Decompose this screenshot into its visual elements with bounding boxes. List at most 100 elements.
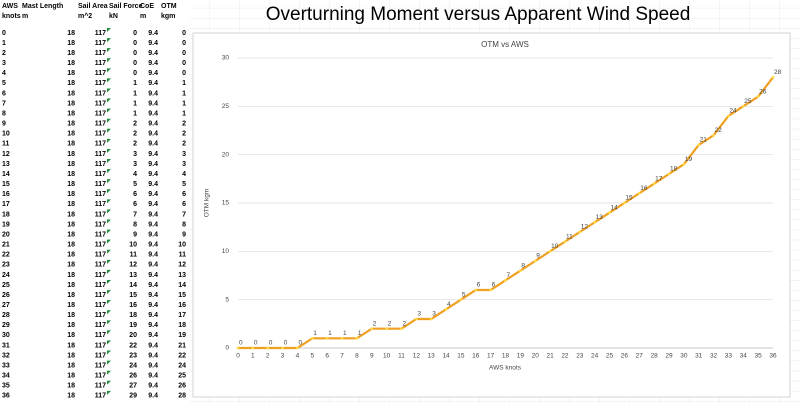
data-point: [637, 191, 641, 195]
data-label: 16: [640, 185, 648, 192]
table-cell: 9.4: [148, 151, 158, 158]
error-flag: [107, 28, 111, 32]
table-cell: 117: [95, 282, 106, 289]
data-point: [533, 259, 537, 263]
x-tick-label: 6: [325, 353, 329, 360]
table-cell: 117: [95, 252, 106, 259]
table-cell: 9.4: [148, 70, 158, 77]
table-cell: 24: [2, 272, 10, 279]
table-cell: 27: [129, 383, 137, 390]
table-cell: 117: [95, 161, 106, 168]
error-flag: [107, 269, 111, 274]
table-cell: 117: [95, 110, 106, 117]
table-cell: 12: [129, 262, 137, 269]
table-cell: 2: [133, 131, 137, 138]
table-cell: 13: [129, 272, 137, 279]
table-cell: 31: [2, 342, 10, 349]
table-bg: [0, 0, 190, 404]
error-flag: [107, 320, 111, 325]
table-cell: 14: [2, 171, 10, 178]
data-label: 8: [521, 262, 525, 269]
table-cell: 9.4: [148, 242, 158, 249]
table-cell: 9.4: [148, 262, 158, 269]
chart-title: OTM vs AWS: [481, 40, 529, 49]
error-flag: [107, 179, 111, 184]
data-point: [236, 346, 240, 350]
table-cell: 15: [129, 292, 137, 299]
data-label: 26: [759, 88, 767, 95]
data-point: [548, 249, 552, 253]
table-cell: 12: [178, 262, 186, 269]
data-point: [414, 317, 418, 321]
table-cell: 0: [133, 70, 137, 77]
table-cell: 0: [182, 60, 186, 67]
x-tick-label: 11: [398, 353, 405, 360]
table-cell: 2: [133, 121, 137, 128]
table-cell: 9.4: [148, 362, 158, 369]
data-label: 4: [447, 301, 451, 308]
table-cell: 0: [182, 40, 186, 47]
table-cell: 22: [178, 352, 186, 359]
table-cell: 117: [95, 201, 106, 208]
data-point: [622, 201, 626, 205]
table-cell: 8: [182, 221, 186, 228]
table-cell: 2: [182, 131, 186, 138]
data-label: 1: [358, 330, 362, 337]
data-point: [251, 346, 255, 350]
table-cell: 29: [2, 322, 10, 329]
table-cell: 15: [178, 292, 186, 299]
y-tick-label: 5: [225, 296, 229, 303]
table-cell: 11: [2, 141, 10, 148]
table-cell: 117: [95, 362, 106, 369]
error-flag: [107, 68, 111, 73]
table-cell: 9.4: [148, 30, 158, 37]
x-tick-label: 36: [769, 353, 777, 360]
table-cell: 16: [178, 302, 186, 309]
table-cell: 1: [133, 110, 137, 117]
table-cell: 117: [95, 80, 106, 87]
table-cell: 18: [67, 312, 75, 319]
table-cell: 18: [67, 231, 75, 238]
table-cell: 25: [178, 373, 186, 380]
table-cell: 0: [133, 60, 137, 67]
table-cell: 1: [133, 100, 137, 107]
table-cell: 9.4: [148, 110, 158, 117]
data-label: 21: [700, 137, 708, 144]
data-label: 18: [670, 166, 678, 173]
y-tick-label: 10: [222, 248, 230, 255]
data-label: 0: [254, 340, 258, 347]
table-cell: 6: [133, 191, 137, 198]
table-cell: 117: [95, 211, 106, 218]
data-label: 10: [551, 243, 559, 250]
table-cell: 13: [2, 161, 10, 168]
data-label: 2: [373, 320, 377, 327]
table-cell: 9.4: [148, 302, 158, 309]
x-tick-label: 34: [740, 353, 748, 360]
data-point: [489, 288, 493, 292]
error-flag: [107, 390, 111, 395]
table-cell: 117: [95, 393, 106, 400]
table-cell: 18: [67, 30, 75, 37]
table-cell: 117: [95, 231, 106, 238]
data-point: [355, 336, 359, 340]
data-point: [667, 172, 671, 176]
table-cell: 9.4: [148, 332, 158, 339]
error-flag: [107, 58, 111, 63]
x-tick-label: 17: [487, 353, 495, 360]
table-cell: 18: [129, 312, 137, 319]
table-cell: 117: [95, 171, 106, 178]
table-cell: 11: [179, 252, 187, 259]
table-cell: 16: [129, 302, 137, 309]
error-flag: [107, 380, 111, 385]
table-cell: 117: [95, 342, 106, 349]
y-tick-label: 30: [222, 55, 230, 62]
table-cell: 19: [2, 221, 10, 228]
data-point: [504, 278, 507, 282]
data-label: 0: [284, 340, 288, 347]
error-flag: [107, 249, 111, 254]
table-cell: 18: [67, 161, 75, 168]
data-point: [474, 288, 478, 292]
table-cell: 9.4: [148, 252, 158, 259]
table-cell: 9.4: [148, 131, 158, 138]
x-tick-label: 12: [413, 353, 421, 360]
